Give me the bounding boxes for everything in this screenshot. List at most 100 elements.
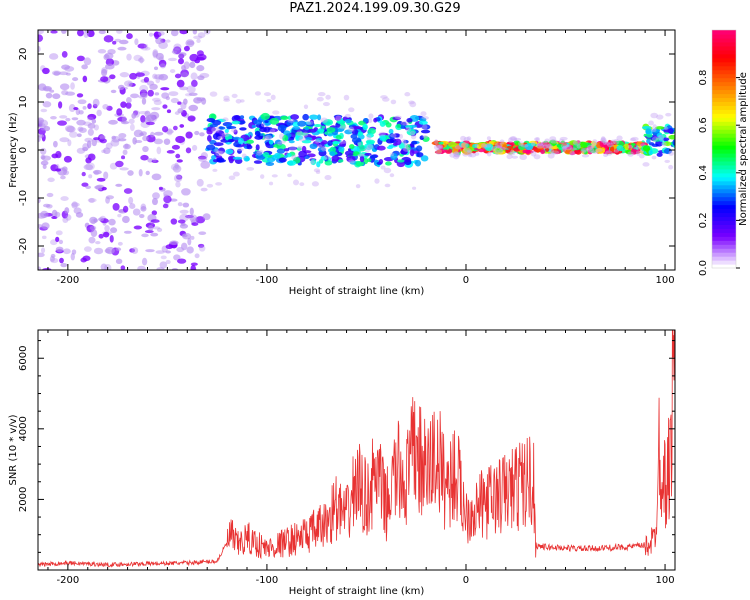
heatmap-cell	[122, 143, 131, 150]
heatmap-cell	[187, 237, 192, 246]
colorbar-segment	[712, 192, 736, 198]
heatmap-cell	[339, 141, 346, 147]
heatmap-cell	[174, 111, 180, 115]
heatmap-cell	[98, 30, 106, 35]
heatmap-cell	[42, 85, 52, 92]
heatmap-cell	[40, 210, 49, 219]
heatmap-cell	[241, 153, 247, 159]
heatmap-cell	[201, 97, 207, 105]
heatmap-cell	[190, 235, 195, 240]
heatmap-cell	[263, 133, 274, 139]
heatmap-cell	[173, 43, 182, 51]
heatmap-cell	[405, 126, 412, 132]
heatmap-cell	[78, 127, 87, 133]
colorbar-label: Normalized spectral amplitude	[738, 72, 749, 226]
heatmap-cell	[122, 215, 130, 224]
heatmap-cell	[81, 64, 88, 70]
heatmap-cell	[609, 146, 615, 153]
heatmap-cell	[400, 121, 409, 126]
heatmap-cell	[269, 117, 280, 125]
heatmap-cell	[115, 258, 123, 265]
heatmap-cell	[460, 135, 466, 141]
heatmap-cell	[163, 195, 172, 204]
heatmap-cell	[69, 131, 78, 138]
heatmap-cell	[238, 120, 246, 125]
heatmap-cell	[162, 203, 169, 209]
heatmap-cell	[71, 249, 77, 255]
heatmap-cell	[335, 115, 342, 121]
colorbar-tick-label: 0.2	[698, 212, 709, 228]
heatmap-cell	[157, 31, 165, 36]
heatmap-cell	[508, 137, 514, 144]
colorbar-segment	[712, 232, 736, 237]
heatmap-cell	[49, 53, 59, 60]
heatmap-cell	[510, 136, 518, 141]
heatmap-cell	[260, 174, 265, 179]
heatmap-cell	[212, 132, 220, 140]
heatmap-cell	[196, 50, 204, 57]
heatmap-cell	[606, 143, 614, 148]
heatmap-cell	[106, 105, 113, 111]
heatmap-cell	[239, 99, 245, 103]
heatmap-cell	[595, 147, 606, 154]
heatmap-cell	[302, 113, 309, 121]
heatmap-cell	[102, 104, 109, 110]
heatmap-cell	[359, 155, 365, 163]
colorbar-segment	[712, 156, 736, 162]
heatmap-cell	[338, 146, 345, 152]
heatmap-cell	[96, 177, 106, 182]
heatmap-cell	[155, 250, 165, 254]
colorbar-tick-label: 0.4	[698, 165, 709, 181]
heatmap-cell	[467, 153, 473, 158]
colorbar-segment	[712, 244, 736, 249]
heatmap-cell	[266, 98, 272, 103]
colorbar-segment	[712, 101, 736, 106]
heatmap-cell	[283, 154, 288, 159]
heatmap-cell	[86, 30, 95, 38]
heatmap-cell	[175, 153, 181, 159]
heatmap-cell	[642, 145, 651, 152]
heatmap-cell	[652, 128, 661, 133]
heatmap-cell	[129, 123, 135, 132]
heatmap-cell	[112, 203, 120, 211]
x-tick-label: -100	[256, 575, 279, 586]
heatmap-cell	[181, 234, 188, 238]
colorbar-segment	[712, 260, 736, 265]
heatmap-cell	[193, 35, 203, 40]
heatmap-cell	[135, 72, 145, 77]
heatmap-cell	[380, 95, 388, 99]
heatmap-cell	[351, 129, 359, 136]
heatmap-cell	[118, 133, 127, 139]
heatmap-cell	[38, 30, 44, 35]
heatmap-cell	[170, 97, 179, 104]
heatmap-cell	[183, 45, 190, 52]
heatmap-cell	[651, 136, 659, 142]
heatmap-cell	[211, 127, 217, 133]
heatmap-cell	[38, 133, 45, 138]
heatmap-cell	[648, 142, 655, 146]
heatmap-cell	[70, 82, 75, 90]
heatmap-cell	[138, 168, 143, 177]
heatmap-cell	[131, 247, 139, 254]
heatmap-cell	[507, 151, 516, 156]
heatmap-cell	[233, 129, 238, 135]
heatmap-cell	[177, 219, 186, 224]
heatmap-cell	[273, 143, 282, 148]
heatmap-cell	[174, 73, 182, 79]
heatmap-cell	[411, 140, 418, 145]
heatmap-cell	[291, 154, 297, 160]
heatmap-cell	[645, 128, 651, 135]
heatmap-cell	[409, 149, 415, 157]
heatmap-cell	[477, 142, 487, 148]
heatmap-cell	[668, 134, 675, 140]
heatmap-cell	[642, 162, 650, 167]
heatmap-cell	[355, 184, 361, 189]
colorbar-segment	[712, 149, 736, 154]
colorbar-segment	[712, 196, 736, 202]
heatmap-cell	[357, 153, 366, 157]
heatmap-cell	[383, 167, 392, 174]
heatmap-cell	[659, 135, 664, 143]
heatmap-cell	[59, 71, 69, 76]
heatmap-cell	[214, 149, 220, 153]
heatmap-cell	[103, 147, 111, 155]
